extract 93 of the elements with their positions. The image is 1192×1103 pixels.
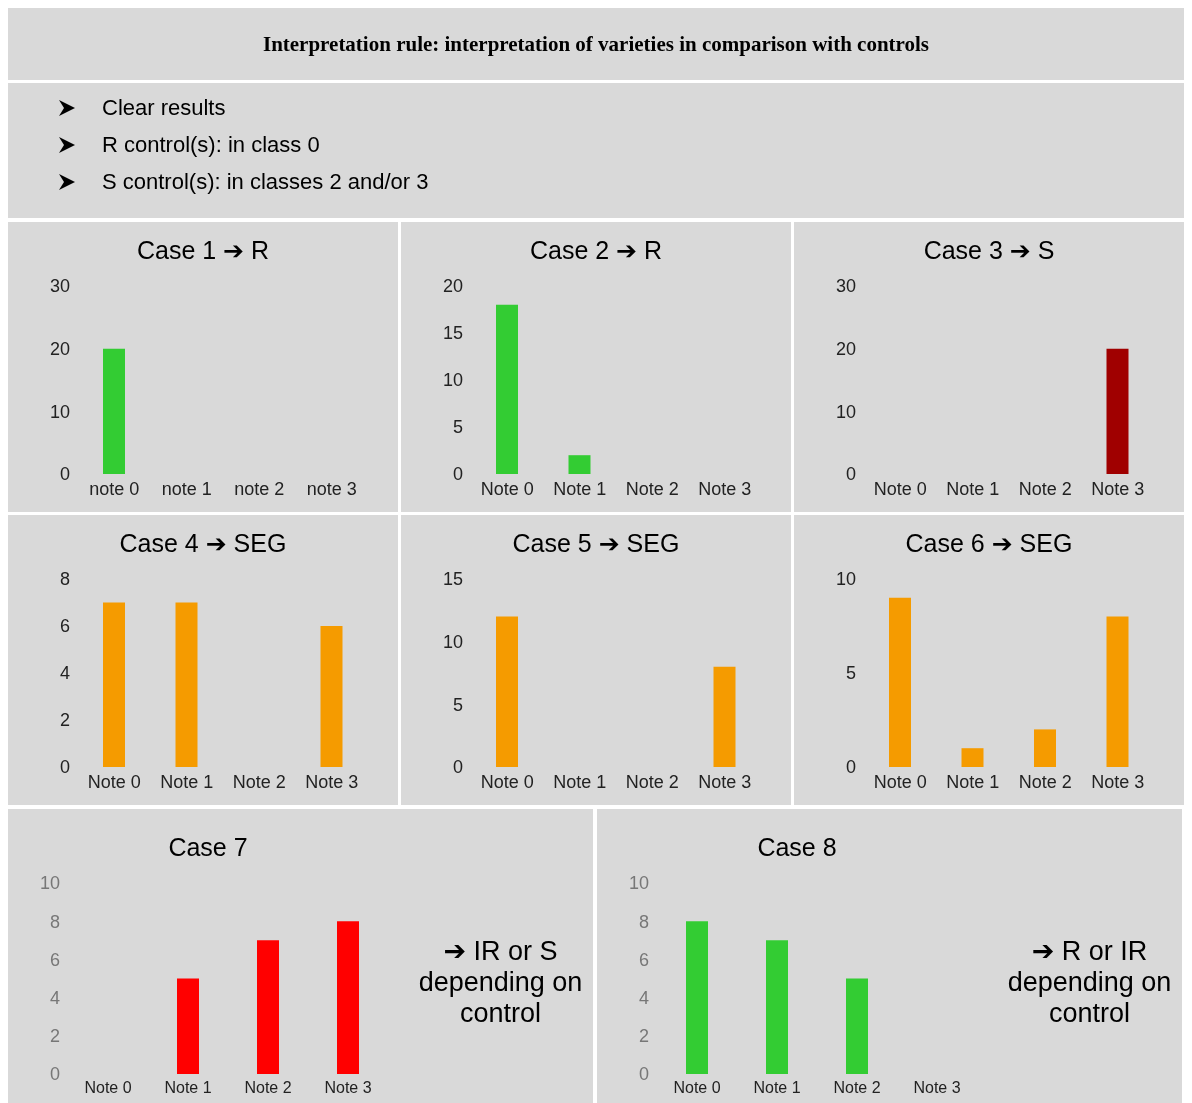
y-tick-label: 10 <box>628 873 649 894</box>
x-tick-label: Note 2 <box>625 771 679 792</box>
x-tick-label: Note 3 <box>305 771 359 792</box>
x-tick-label: note 1 <box>161 478 212 499</box>
x-tick-label: Note 2 <box>232 771 286 792</box>
x-tick-label: Note 2 <box>244 1079 292 1097</box>
x-tick-label: Note 3 <box>913 1079 961 1097</box>
y-tick-label: 5 <box>845 663 856 684</box>
text: Clear results <box>102 94 226 121</box>
chart-title: Case 5 ➔ SEG <box>511 529 681 559</box>
x-tick-label: Note 1 <box>553 478 607 499</box>
y-tick-label: 15 <box>442 569 463 590</box>
x-tick-label: Note 3 <box>1091 771 1145 792</box>
x-tick-label: Note 0 <box>480 771 534 792</box>
x-tick-label: Note 2 <box>625 478 679 499</box>
y-tick-label: 8 <box>49 911 60 932</box>
x-tick-label: Note 1 <box>164 1079 212 1097</box>
x-tick-label: note 3 <box>306 478 357 499</box>
y-tick-label: 8 <box>638 911 649 932</box>
bar <box>846 978 868 1074</box>
x-tick-label: note 0 <box>89 478 140 499</box>
y-tick-label: 10 <box>39 873 60 894</box>
y-tick-label: 0 <box>49 1064 60 1085</box>
bar <box>961 748 984 767</box>
x-tick-label: Note 1 <box>160 771 214 792</box>
x-tick-label: note 2 <box>234 478 285 499</box>
y-tick-label: 10 <box>442 370 463 391</box>
y-tick-label: 20 <box>442 276 463 297</box>
y-tick-label: 10 <box>442 632 463 653</box>
x-tick-label: Note 3 <box>324 1079 372 1097</box>
y-tick-label: 0 <box>638 1064 649 1085</box>
bar <box>889 597 911 767</box>
x-tick-label: Note 1 <box>553 771 607 792</box>
x-tick-label: Note 0 <box>673 1079 721 1097</box>
y-tick-label: 8 <box>59 569 70 590</box>
text: ➔ R or IR depending on control <box>1006 934 1173 1029</box>
chart-title: Case 6 ➔ SEG <box>904 529 1074 559</box>
y-tick-label: 4 <box>49 987 60 1008</box>
y-tick-label: 0 <box>59 464 70 485</box>
text: Interpretation rule: interpretation of varieties in comparison with controls <box>262 31 930 57</box>
y-tick-label: 15 <box>442 323 463 344</box>
chart-title: Case 2 ➔ R <box>528 236 664 266</box>
x-tick-label: Note 0 <box>873 771 927 792</box>
x-tick-label: Note 2 <box>1018 771 1072 792</box>
chart-title: Case 7 <box>167 833 249 863</box>
y-tick-label: 5 <box>452 417 463 438</box>
x-tick-label: Note 0 <box>480 478 534 499</box>
y-tick-label: 6 <box>49 949 60 970</box>
chart-title: Case 4 ➔ SEG <box>118 529 288 559</box>
y-tick-label: 2 <box>49 1026 60 1047</box>
y-tick-label: 0 <box>845 464 856 485</box>
y-tick-label: 30 <box>835 276 856 297</box>
bar <box>1106 616 1129 767</box>
chart-title: Case 1 ➔ R <box>135 236 271 266</box>
x-tick-label: Note 3 <box>698 478 752 499</box>
y-tick-label: 10 <box>835 569 856 590</box>
x-tick-label: Note 1 <box>946 771 1000 792</box>
y-tick-label: 0 <box>59 757 70 778</box>
y-tick-label: 0 <box>845 757 856 778</box>
bar <box>177 978 199 1074</box>
text: ➔ IR or S depending on control <box>417 934 584 1029</box>
x-tick-label: Note 3 <box>1091 478 1145 499</box>
y-tick-label: 10 <box>49 401 70 422</box>
bar <box>686 921 708 1074</box>
x-tick-label: Note 1 <box>753 1079 801 1097</box>
y-tick-label: 0 <box>452 757 463 778</box>
bar <box>257 940 279 1074</box>
y-tick-label: 0 <box>452 464 463 485</box>
y-tick-label: 6 <box>638 949 649 970</box>
bar <box>766 940 788 1074</box>
x-tick-label: Note 2 <box>1018 478 1072 499</box>
y-tick-label: 5 <box>452 694 463 715</box>
bar <box>337 921 359 1074</box>
y-tick-label: 10 <box>835 401 856 422</box>
text: R control(s): in class 0 <box>102 131 320 158</box>
y-tick-label: 20 <box>49 339 70 360</box>
chart-title: Case 3 ➔ S <box>922 236 1056 266</box>
x-tick-label: Note 2 <box>833 1079 881 1097</box>
y-tick-label: 6 <box>59 616 70 637</box>
y-tick-label: 2 <box>638 1026 649 1047</box>
text: S control(s): in classes 2 and/or 3 <box>102 168 429 195</box>
x-tick-label: Note 3 <box>698 771 752 792</box>
y-tick-label: 20 <box>835 339 856 360</box>
y-tick-label: 4 <box>59 663 70 684</box>
y-tick-label: 30 <box>49 276 70 297</box>
y-tick-label: 4 <box>638 987 649 1008</box>
y-tick-label: 2 <box>59 710 70 731</box>
x-tick-label: Note 0 <box>87 771 141 792</box>
bar <box>1034 729 1056 767</box>
x-tick-label: Note 1 <box>946 478 1000 499</box>
x-tick-label: Note 0 <box>84 1079 132 1097</box>
x-tick-label: Note 0 <box>873 478 927 499</box>
chart-title: Case 8 <box>756 833 838 863</box>
